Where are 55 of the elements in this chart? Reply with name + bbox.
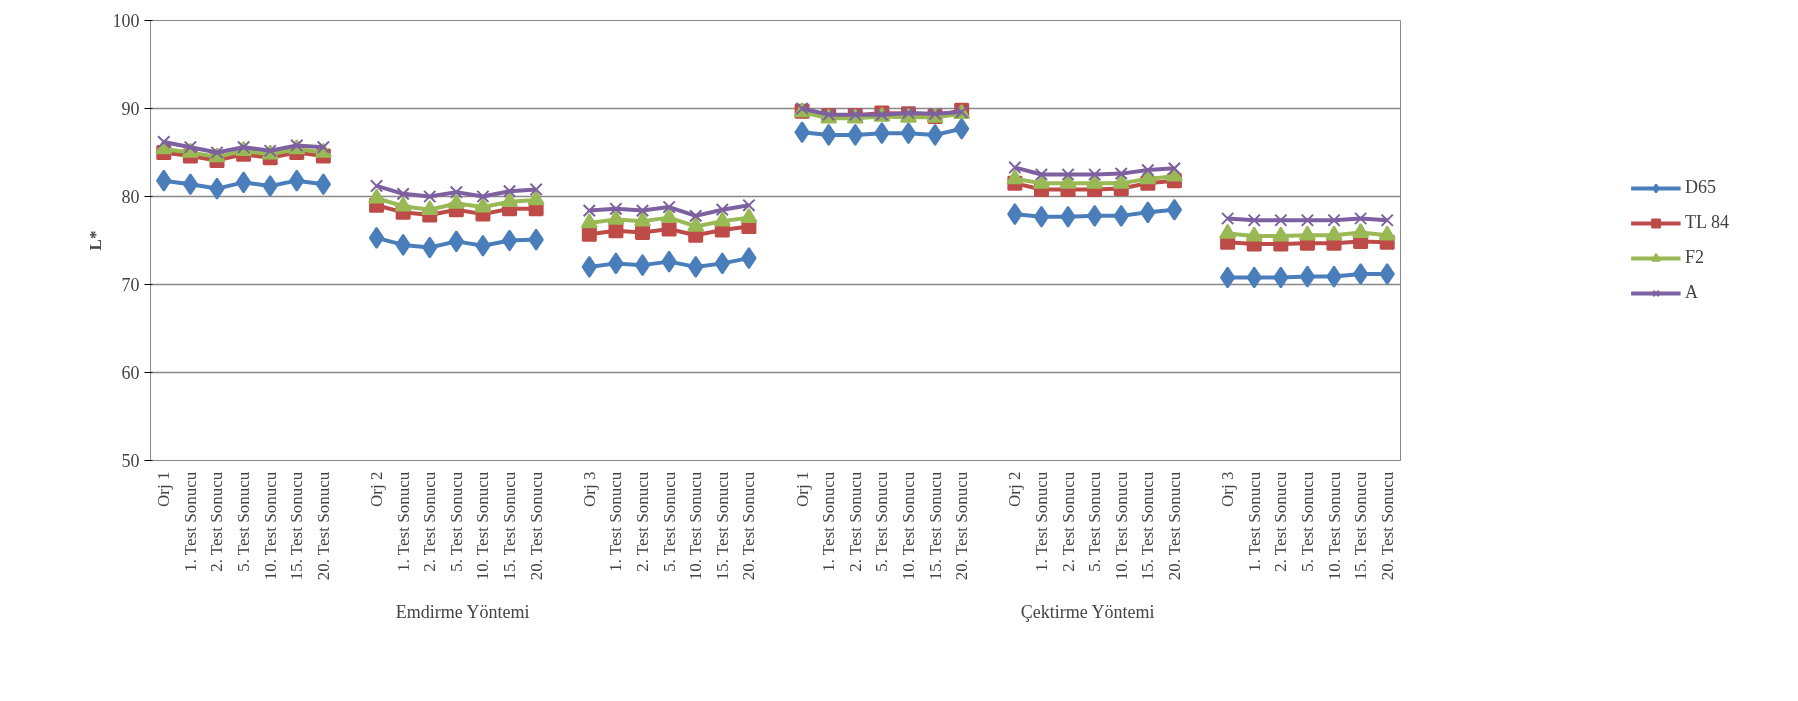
x-tick-label: 10. Test Sonucu [1324, 471, 1344, 581]
legend-label: D65 [1685, 177, 1717, 198]
legend-label: F2 [1685, 247, 1706, 268]
x-tick-label: 20. Test Sonucu [739, 471, 759, 581]
x-tick-label: Orj 1 [154, 471, 174, 507]
x-tick-label: 5. Test Sonucu [1297, 471, 1317, 572]
x-tick-label: 10. Test Sonucu [1111, 471, 1131, 581]
legend-label: A [1685, 282, 1700, 303]
x-tick-label: Orj 2 [367, 471, 387, 507]
x-tick-label: 5. Test Sonucu [659, 471, 679, 572]
x-tick-label: 5. Test Sonucu [446, 471, 466, 572]
x-tick-label: 1. Test Sonucu [1031, 471, 1051, 572]
y-tick-label: 60 [121, 363, 140, 383]
x-tick-label: 2. Test Sonucu [845, 471, 865, 572]
y-tick-label: 70 [121, 275, 140, 295]
x-tick-label: 15. Test Sonucu [500, 471, 520, 581]
x-tick-label: Orj 3 [579, 471, 599, 507]
y-tick-label: 80 [121, 187, 140, 207]
x-tick-label: 2. Test Sonucu [420, 471, 440, 572]
x-tick-label: 10. Test Sonucu [686, 471, 706, 581]
x-tick-label: 1. Test Sonucu [180, 471, 200, 572]
x-tick-label: 5. Test Sonucu [1085, 471, 1105, 572]
x-tick-label: 20. Test Sonucu [313, 471, 333, 581]
x-tick-label: 10. Test Sonucu [260, 471, 280, 581]
x-tick-label: 5. Test Sonucu [872, 471, 892, 572]
x-tick-label: 2. Test Sonucu [633, 471, 653, 572]
x-tick-label: 15. Test Sonucu [1351, 471, 1371, 581]
x-tick-label: 15. Test Sonucu [1138, 471, 1158, 581]
x-tick-label: 1. Test Sonucu [1244, 471, 1264, 572]
x-tick-label: 15. Test Sonucu [925, 471, 945, 581]
x-tick-label: 1. Test Sonucu [819, 471, 839, 572]
x-tick-label: 20. Test Sonucu [1164, 471, 1184, 581]
legend-label: TL 84 [1685, 212, 1729, 233]
x-tick-label: 15. Test Sonucu [712, 471, 732, 581]
text: Emdirme Yöntemi [395, 601, 530, 622]
x-tick-label: 2. Test Sonucu [1271, 471, 1291, 572]
x-tick-label: 2. Test Sonucu [1058, 471, 1078, 572]
x-tick-label: 10. Test Sonucu [473, 471, 493, 581]
x-tick-label: 20. Test Sonucu [526, 471, 546, 581]
x-tick-label: 10. Test Sonucu [898, 471, 918, 581]
x-tick-label: 5. Test Sonucu [234, 471, 254, 572]
y-axis-title: L* [85, 230, 105, 251]
y-tick-label: 100 [112, 11, 140, 31]
y-tick-label: 50 [121, 451, 140, 471]
x-tick-label: 2. Test Sonucu [207, 471, 227, 572]
x-tick-label: Orj 3 [1218, 471, 1238, 507]
x-tick-label: 20. Test Sonucu [1377, 471, 1397, 581]
y-tick-label: 90 [121, 99, 140, 119]
x-tick-label: 20. Test Sonucu [952, 471, 972, 581]
x-tick-label: Orj 2 [1005, 471, 1025, 507]
x-tick-label: 1. Test Sonucu [606, 471, 626, 572]
x-tick-label: Orj 1 [792, 471, 812, 507]
x-tick-label: 15. Test Sonucu [287, 471, 307, 581]
text: Çektirme Yöntemi [1020, 601, 1155, 622]
x-tick-label: 1. Test Sonucu [393, 471, 413, 572]
